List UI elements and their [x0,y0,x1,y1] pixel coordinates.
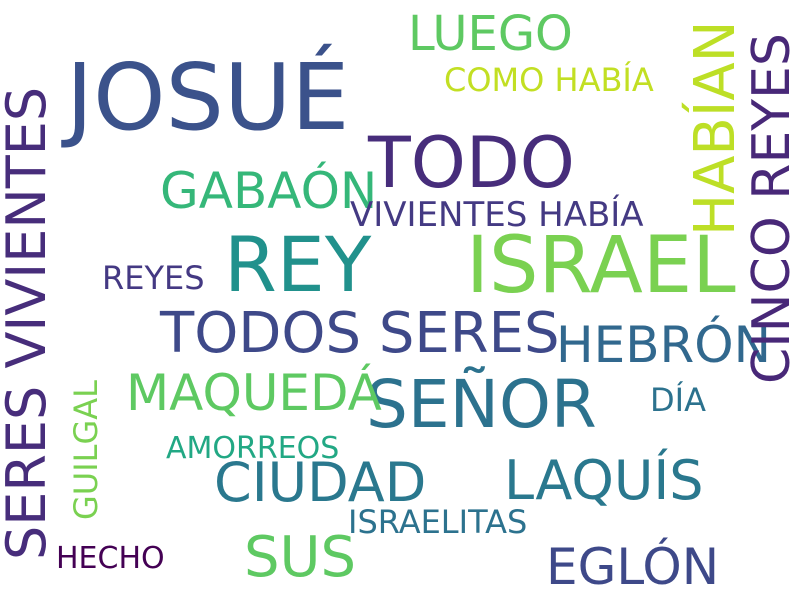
word-todo: TODO [368,122,575,204]
word-gabaon: GABAÓN [160,162,378,220]
word-hecho: HECHO [56,541,165,576]
word-amorreos: AMORREOS [166,431,340,466]
word-luego: LUEGO [408,6,573,62]
word-josue: JOSUÉ [66,44,350,151]
word-israelitas: ISRAELITAS [348,503,528,541]
word-laquis: LAQUÍS [504,449,704,512]
word-eglon: EGLÓN [546,538,720,596]
word-guilgal: GUILGAL [67,380,105,520]
word-ciudad: CIUDAD [214,451,427,514]
word-reyes: REYES [102,259,205,297]
word-dia: DÍA [650,381,706,419]
word-todos-seres: TODOS SERES [160,301,560,366]
word-hebron: HEBRÓN [556,316,771,374]
word-como-habia: COMO HABÍA [444,61,654,99]
word-habian: HABÍAN [683,20,748,236]
word-seres-vivientes: SERES VIVIENTES [0,86,58,560]
word-maqueda: MAQUEDÁ [126,364,382,422]
word-sus: SUS [244,525,357,590]
word-cinco-reyes: CINCO REYES [742,33,800,384]
word-israel: ISRAEL [466,221,736,311]
word-senor: SEÑOR [366,366,597,443]
word-rey: REY [224,220,372,309]
word-vivientes-habia: VIVIENTES HABÍA [350,195,644,235]
